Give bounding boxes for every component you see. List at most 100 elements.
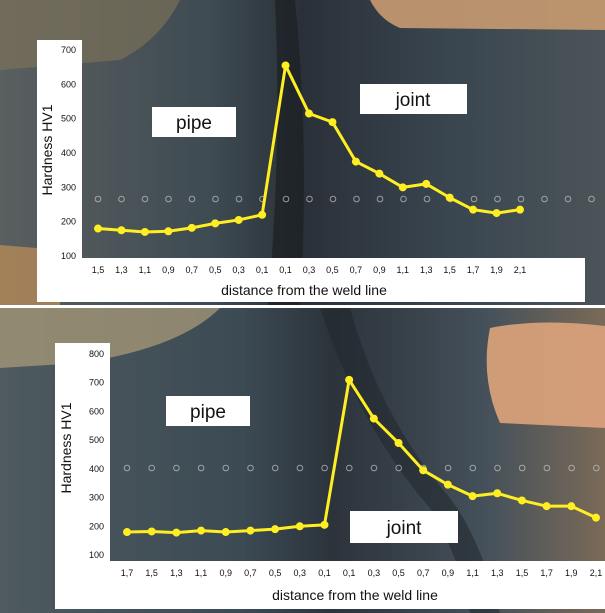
y-tick-label: 600 [89, 406, 104, 416]
region-box-joint-b [350, 511, 458, 543]
x-tick-label: 0,9 [373, 265, 386, 275]
y-axis-panel-b [55, 343, 110, 563]
x-tick-label: 2,1 [514, 265, 527, 275]
x-tick-label: 0,1 [318, 568, 331, 578]
indentation-mark [118, 195, 125, 203]
data-point [187, 223, 196, 232]
data-point [258, 210, 267, 219]
x-tick-label: 0,9 [219, 568, 232, 578]
indentation-mark [395, 464, 403, 472]
data-point [394, 439, 403, 448]
indentation-mark [148, 464, 155, 472]
data-point [351, 157, 360, 166]
region-label-pipe-b: pipe [190, 402, 226, 423]
y-tick-label: 500 [61, 114, 76, 124]
data-point [398, 183, 407, 192]
data-point [369, 414, 378, 423]
data-point [345, 375, 354, 384]
x-tick-label: 1,5 [516, 568, 529, 578]
data-point [328, 118, 337, 127]
x-tick-label: 1,3 [170, 568, 183, 578]
y-tick-label: 300 [61, 182, 76, 192]
indentation-mark [564, 195, 572, 203]
chart-b: 100 200 300 400 500 600 700 800 1,7 1,5 1,3 1,1 0,9 0… [0, 308, 605, 613]
indentation-mark [306, 195, 313, 203]
region-label-pipe-a: pipe [176, 113, 212, 134]
indentation-mark [296, 464, 304, 472]
data-point [305, 109, 313, 118]
x-tick-label: 1,3 [491, 568, 504, 578]
x-tick-label: 1,9 [565, 568, 578, 578]
y-tick-label: 400 [61, 148, 76, 158]
x-tick-label: 1,3 [420, 265, 433, 275]
data-point [211, 219, 220, 228]
data-point [443, 480, 452, 489]
x-tick-label: 0,5 [392, 568, 405, 578]
data-point [197, 526, 206, 535]
x-tick-label: 1,7 [121, 568, 134, 578]
y-tick-label: 100 [61, 251, 76, 261]
indentation-mark [321, 464, 328, 472]
data-point [517, 496, 526, 505]
region-box-pipe-a [152, 107, 236, 137]
indentation-mark [470, 195, 478, 203]
series-line-b [126, 378, 597, 535]
x-axis-panel-a [37, 258, 585, 302]
x-axis-label-b: distance from the weld line [272, 587, 438, 603]
x-tick-label: 0,9 [162, 265, 175, 275]
y-tick-label: 600 [61, 79, 76, 89]
indentation-mark [235, 195, 243, 203]
x-tick-label: 1,1 [397, 265, 410, 275]
x-tick-label: 2,1 [590, 568, 603, 578]
data-point [117, 226, 126, 235]
indentation-mark [588, 195, 595, 203]
x-tick-label: 1,7 [540, 568, 553, 578]
indentation-mark [400, 195, 407, 203]
data-point [234, 215, 243, 224]
indentation-mark [141, 195, 149, 203]
data-point [281, 61, 290, 70]
y-tick-label: 100 [89, 550, 104, 560]
x-tick-label: 1,5 [443, 265, 456, 275]
data-point [164, 227, 173, 236]
data-point [375, 169, 384, 178]
indentation-mark [94, 195, 102, 203]
x-tick-label: 0,5 [209, 265, 222, 275]
data-point [320, 520, 329, 529]
data-point [492, 209, 501, 218]
data-point [419, 466, 428, 475]
x-tick-label: 0,3 [303, 265, 316, 275]
x-axis-panel-b [55, 561, 605, 609]
indentation-mark [541, 195, 548, 203]
indentation-mark [222, 464, 230, 472]
y-axis-label-a: Hardness HV1 [39, 104, 55, 195]
indentation-mark [165, 195, 172, 203]
data-point [567, 502, 576, 511]
indentation-mark [247, 464, 254, 472]
x-tick-label: 1,9 [490, 265, 503, 275]
indentation-mark [197, 464, 205, 472]
data-point [422, 179, 431, 188]
photo-top-copper-a [370, 0, 605, 30]
x-tick-label: 0,5 [326, 265, 339, 275]
region-box-pipe-b [166, 396, 250, 426]
x-tick-label: 0,1 [279, 265, 292, 275]
data-point [469, 205, 478, 214]
indentation-mark [329, 195, 337, 203]
x-tick-label: 1,1 [466, 568, 479, 578]
indentation-mark [173, 464, 180, 472]
x-tick-label: 0,9 [442, 568, 455, 578]
data-point [140, 227, 149, 236]
data-point [221, 528, 230, 537]
indentation-mark [423, 195, 431, 203]
indentation-mark [494, 195, 501, 203]
x-tick-label: 0,1 [343, 568, 356, 578]
data-point [542, 502, 551, 511]
y-tick-label: 300 [89, 493, 104, 503]
y-tick-label: 400 [89, 464, 104, 474]
x-tick-label: 0,3 [232, 265, 245, 275]
y-tick-label: 800 [89, 349, 104, 359]
indentation-mark [543, 464, 551, 472]
x-tick-label: 0,7 [186, 265, 199, 275]
x-tick-label: 1,1 [195, 568, 208, 578]
